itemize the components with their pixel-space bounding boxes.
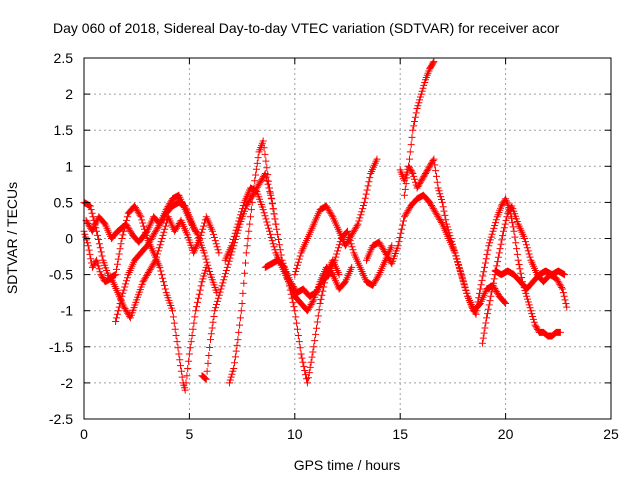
x-tick-label: 5 xyxy=(186,426,194,442)
series-arc-12 xyxy=(400,58,438,199)
series-arc-1 xyxy=(80,198,210,394)
x-tick-label: 25 xyxy=(603,426,619,442)
series-arc-15 xyxy=(491,267,569,293)
series-markers xyxy=(491,267,569,293)
plot-frame xyxy=(83,57,612,420)
y-tick-label: 2 xyxy=(65,86,73,102)
series-arc-6 xyxy=(226,137,343,387)
x-tick-label: 10 xyxy=(287,426,303,442)
data-points xyxy=(80,58,571,394)
y-tick-label: 0 xyxy=(65,231,73,247)
chart-title: Day 060 of 2018, Sidereal Day-to-day VTE… xyxy=(53,20,560,36)
series-arc-4 xyxy=(112,198,200,325)
y-tick-label: 1.5 xyxy=(54,122,74,138)
y-tick-label: -0.5 xyxy=(49,267,73,283)
y-tick-label: -1.5 xyxy=(49,339,73,355)
series-markers xyxy=(400,58,438,199)
series-markers xyxy=(112,198,200,325)
x-tick-label: 15 xyxy=(392,426,408,442)
series-arc-9 xyxy=(291,155,381,279)
y-tick-label: -2 xyxy=(61,375,74,391)
y-tick-label: 2.5 xyxy=(54,50,74,66)
series-arc-7 xyxy=(221,184,356,315)
y-tick-label: -2.5 xyxy=(49,411,73,427)
series-markers xyxy=(396,155,480,318)
y-tick-label: 1 xyxy=(65,158,73,174)
x-tick-label: 0 xyxy=(80,426,88,442)
series-markers xyxy=(291,155,381,279)
y-axis-label: SDTVAR / TECUs xyxy=(4,182,20,294)
x-axis-label: GPS time / hours xyxy=(294,457,401,473)
y-tick-label: -1 xyxy=(61,303,74,319)
series-markers xyxy=(80,198,210,394)
series-arc-11 xyxy=(396,155,480,318)
x-tick-label: 20 xyxy=(498,426,514,442)
y-tick-label: 0.5 xyxy=(54,194,74,210)
series-markers xyxy=(226,137,343,387)
series-markers xyxy=(221,184,356,315)
axis-ticks: 0 5 10 15 20 25 -2.5 -2 -1.5 -1 -0.5 0 0.5 1 1.5 2 2.5 xyxy=(49,50,619,442)
